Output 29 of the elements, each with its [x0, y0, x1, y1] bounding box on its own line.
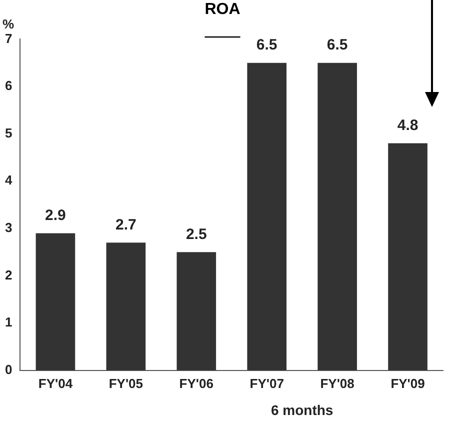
- y-tick-label: 4: [4, 172, 13, 188]
- bar: [106, 242, 146, 370]
- text: 6 months: [270, 402, 334, 418]
- bar: [176, 252, 216, 370]
- x-tick-label: FY'05: [108, 376, 144, 391]
- data-label: 2.5: [186, 226, 207, 243]
- y-tick-label: 5: [4, 125, 12, 140]
- bar: [36, 233, 76, 370]
- bar: [388, 143, 428, 370]
- bar: [318, 62, 357, 370]
- data-label: 2.9: [45, 206, 66, 224]
- x-tick-label: FY'06: [179, 376, 214, 391]
- y-axis-title: %: [2, 16, 14, 32]
- data-label: 4.8: [397, 116, 418, 134]
- y-tick-label: 6: [4, 78, 12, 94]
- y-tick-label: 3: [4, 220, 12, 236]
- bar: [247, 62, 287, 370]
- x-tick-label: FY'08: [320, 376, 354, 391]
- y-tick-label: 1: [4, 314, 12, 330]
- data-label: 2.7: [115, 216, 136, 234]
- y-tick-label: 2: [4, 267, 12, 282]
- chart-title: ROA: [204, 1, 241, 18]
- x-tick-label: FY'09: [390, 376, 425, 391]
- data-label: 6.5: [326, 36, 348, 54]
- y-tick-label: 0: [4, 362, 12, 377]
- x-tick-label: FY'04: [38, 376, 74, 391]
- x-tick-label: FY'07: [250, 376, 284, 391]
- y-tick-label: 7: [4, 30, 12, 46]
- data-label: 6.5: [256, 36, 278, 54]
